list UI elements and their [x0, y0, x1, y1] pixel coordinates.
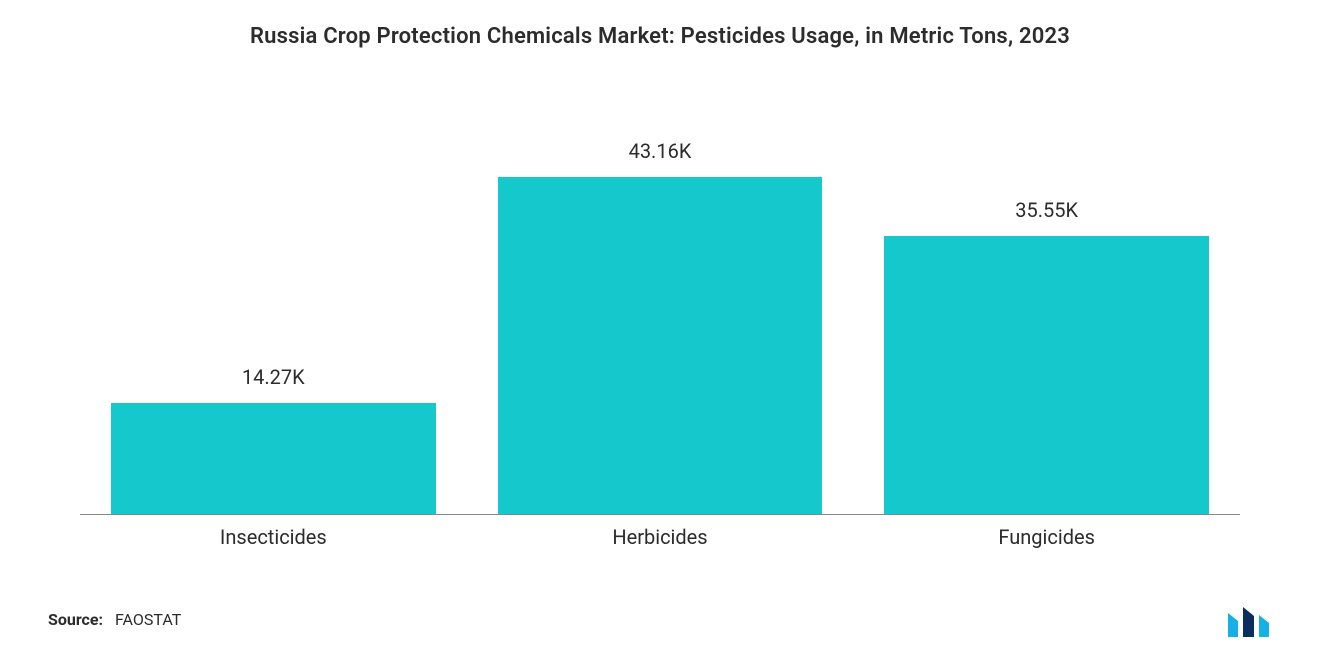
bar-group-fungicides: 35.55K [884, 100, 1209, 514]
bar-value-label: 14.27K [242, 365, 305, 389]
bar-group-insecticides: 14.27K [111, 100, 436, 514]
chart-plot-area: 14.27K 43.16K 35.55K [80, 100, 1240, 515]
x-axis-labels: Insecticides Herbicides Fungicides [80, 525, 1240, 549]
bar-insecticides [111, 403, 436, 514]
brand-logo-icon [1224, 601, 1280, 641]
chart-title: Russia Crop Protection Chemicals Market:… [0, 0, 1320, 49]
x-label-herbicides: Herbicides [498, 525, 823, 549]
bar-fungicides [884, 236, 1209, 514]
source-label: Source: [48, 610, 103, 629]
source-value: FAOSTAT [115, 610, 181, 629]
bar-value-label: 43.16K [629, 139, 692, 163]
x-label-fungicides: Fungicides [884, 525, 1209, 549]
x-label-insecticides: Insecticides [111, 525, 436, 549]
source-attribution: Source: FAOSTAT [48, 610, 181, 629]
bar-value-label: 35.55K [1015, 198, 1078, 222]
bar-group-herbicides: 43.16K [498, 100, 823, 514]
bar-herbicides [498, 177, 823, 514]
